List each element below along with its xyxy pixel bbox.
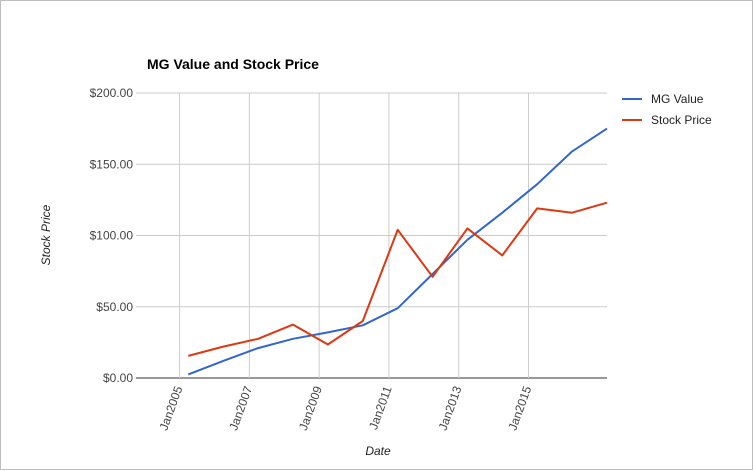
legend-label[interactable]: Stock Price — [651, 113, 712, 127]
x-tick-label: Jan2015 — [505, 384, 534, 432]
y-tick-label: $100.00 — [90, 229, 134, 243]
x-tick-label: Jan2009 — [296, 384, 325, 432]
y-tick-label: $150.00 — [90, 157, 134, 171]
series-line-stock-price[interactable] — [188, 201, 608, 357]
y-tick-label: $50.00 — [96, 300, 133, 314]
legend[interactable]: MG Value Stock Price — [622, 92, 712, 127]
x-tick-label: Jan2005 — [157, 384, 186, 432]
y-tick-labels: $0.00 $50.00 $100.00 $150.00 $200.00 — [90, 86, 134, 385]
gridlines — [136, 92, 607, 379]
series-line-mg-value[interactable] — [187, 127, 608, 376]
x-tick-label: Jan2011 — [366, 384, 395, 432]
legend-label[interactable]: MG Value — [651, 92, 704, 106]
chart-title: MG Value and Stock Price — [147, 56, 319, 72]
x-tick-labels: Jan2005 Jan2007 Jan2009 Jan2011 Jan2013 Jan20… — [157, 384, 535, 432]
y-tick-label: $0.00 — [103, 371, 133, 385]
x-tick-label: Jan2007 — [226, 384, 255, 432]
y-tick-label: $200.00 — [90, 86, 134, 100]
y-axis-label: Stock Price — [39, 204, 53, 265]
series-lines — [187, 127, 608, 376]
x-axis-label: Date — [365, 444, 391, 458]
x-tick-label: Jan2013 — [436, 384, 465, 432]
